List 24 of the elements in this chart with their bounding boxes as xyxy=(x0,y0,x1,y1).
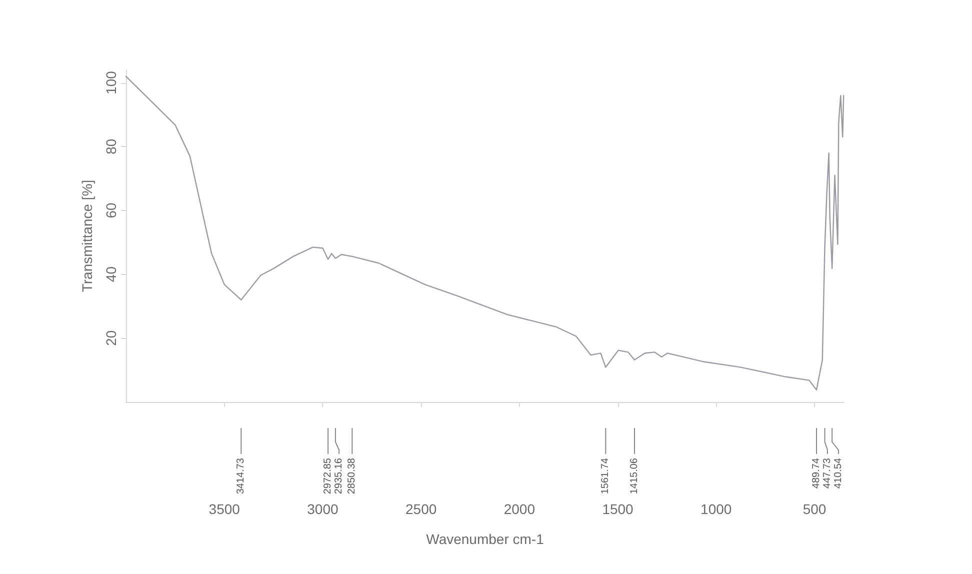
annotation: 489.74 xyxy=(811,458,822,489)
annotation: 3414.73 xyxy=(236,458,247,494)
y-axis-title: Transmittance [%] xyxy=(79,180,95,292)
y-tick-label: 100 xyxy=(103,70,119,94)
annotation: 2850.38 xyxy=(346,458,358,494)
x-tick-label: 3000 xyxy=(307,501,338,517)
annotation: 2935.16 xyxy=(334,458,345,494)
y-tick-label: 20 xyxy=(103,330,119,346)
x-tick-label: 500 xyxy=(802,501,826,517)
annotation: 1415.06 xyxy=(628,458,640,494)
x-tick-label: 2500 xyxy=(405,501,437,517)
x-tick-label: 1000 xyxy=(700,501,732,517)
annotation: 1561.74 xyxy=(600,458,612,494)
annotation: 2972.85 xyxy=(322,458,334,494)
annotation: 447.73 xyxy=(822,458,834,489)
y-tick-label: 80 xyxy=(103,138,119,154)
x-tick-label: 3500 xyxy=(208,501,240,517)
x-tick-label: 2000 xyxy=(504,501,536,517)
x-tick-label: 1500 xyxy=(602,501,634,517)
x-axis-title: Wavenumber cm-1 xyxy=(426,531,544,547)
y-tick-label: 40 xyxy=(103,266,119,282)
line-series xyxy=(125,76,844,390)
annotation: 410.54 xyxy=(833,458,844,489)
y-tick-label: 60 xyxy=(103,202,119,218)
